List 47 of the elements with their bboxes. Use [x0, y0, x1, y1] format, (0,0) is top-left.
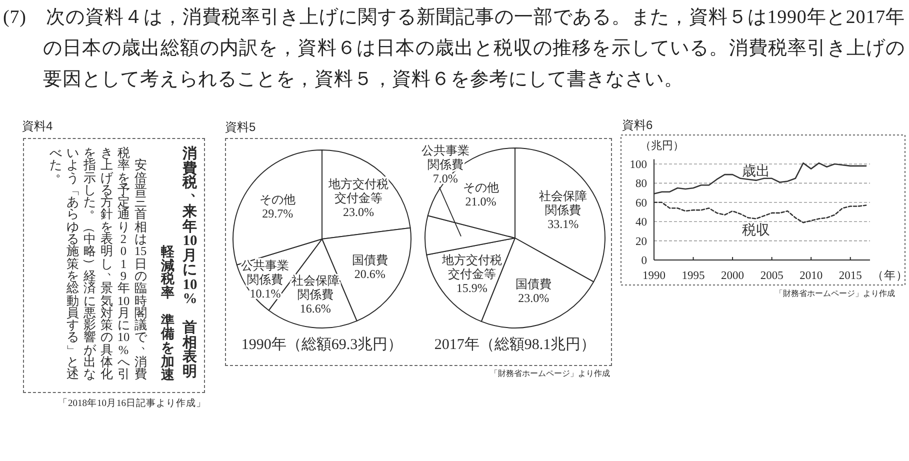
y-tick-label: 60 [636, 197, 648, 210]
y-axis-title: （兆円） [640, 139, 684, 152]
text: (7) 次の資料４は，消費税率引き上げに関する新聞記事の一部である。また，資料５は1990年と2017年の日本の歳出総額の内訳を，資料６は日本の歳出と税収の推移を示している。消費税率引き上げの要因として考えられることを，資料５，資料６を参考にして書きなさい。 [3, 6, 905, 92]
text: 2017年（総額98.1兆円） [434, 336, 596, 353]
text: 1990年（総額69.3兆円） [241, 336, 403, 353]
slice-label: その他 [462, 180, 499, 194]
x-tick-label: 2000 [721, 270, 744, 282]
y-tick-label: 40 [636, 216, 648, 229]
series-label: 歳出 [742, 163, 770, 180]
slice-label: 国債費 [352, 252, 388, 267]
y-tick-label: 100 [630, 159, 648, 171]
text: 軽減税率 [160, 244, 176, 300]
x-axis-title: （年） [872, 269, 908, 282]
data-label: 23.0% [342, 205, 374, 220]
slice-label: 社会保障関係費 [539, 189, 588, 218]
data-label: 15.9% [456, 280, 488, 295]
slice-label: 地方交付税交付金等 [327, 177, 388, 206]
y-tick-label: 20 [636, 236, 648, 248]
text: 「2018年10月16日記事より作成」 [57, 397, 206, 410]
data-label: 29.7% [262, 206, 294, 221]
slice-label: 公共事業関係費 [421, 143, 470, 172]
text: 資料4 [22, 118, 53, 135]
data-label: 23.0% [518, 291, 550, 306]
text: 「財務省ホームページ」より作成 [490, 369, 610, 378]
x-tick-label: 1995 [682, 270, 706, 282]
chart-title: 資料5 [225, 120, 256, 134]
text: 「財務省ホームページ」より作成 [775, 289, 895, 298]
slice-label: 地方交付税交付金等 [440, 252, 502, 281]
text: 安倍晋三首相は15日の臨時閣議で、消費税率を予定通り2019年10月に10%へ引き上げる方針を表明し、景気対策の具体化を指示した。（中略）経済に悪影響が出ないよう「あらゆる施策を総動員する」と述べた。 [49, 146, 153, 382]
slice-label: 社会保障関係費 [291, 273, 340, 302]
slice-label: その他 [260, 192, 296, 207]
chart-title: 資料6 [622, 118, 653, 132]
slice-label: 公共事業関係費 [241, 258, 290, 286]
x-tick-label: 2015 [838, 270, 862, 282]
y-tick-label: 0 [641, 255, 648, 267]
data-label: 21.0% [465, 194, 496, 208]
text: 準備を加速 [160, 312, 176, 382]
y-tick-label: 80 [636, 178, 648, 190]
data-label: 33.1% [548, 217, 579, 232]
series-label: 税収 [742, 222, 770, 239]
slice-label: 国債費 [516, 277, 552, 292]
data-label: 20.6% [354, 266, 386, 281]
x-tick-label: 2005 [760, 270, 784, 282]
x-tick-label: 2010 [800, 270, 823, 282]
data-label: 16.6% [300, 301, 331, 316]
x-tick-label: 1990 [642, 270, 666, 282]
text: 消費税、来年10月に10% 首相表明 [182, 146, 205, 380]
